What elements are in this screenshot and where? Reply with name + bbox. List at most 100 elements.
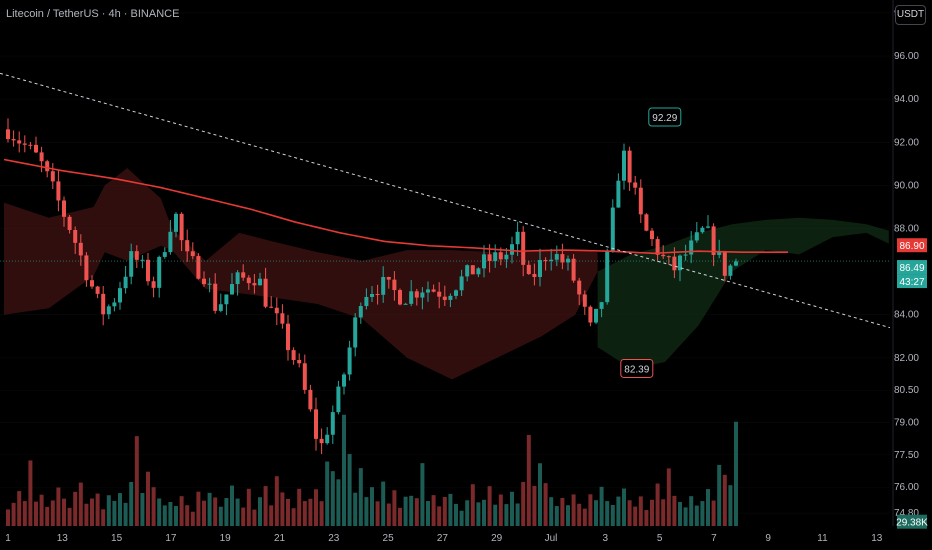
- candle-body[interactable]: [224, 294, 229, 305]
- trendline[interactable]: [0, 72, 891, 329]
- candle-body[interactable]: [168, 231, 173, 253]
- candle-body[interactable]: [22, 143, 27, 145]
- candle-body[interactable]: [594, 308, 598, 323]
- candle-body[interactable]: [454, 290, 458, 296]
- candle-body[interactable]: [672, 256, 677, 271]
- candle-body[interactable]: [644, 214, 649, 231]
- candle-body[interactable]: [291, 350, 296, 360]
- candle-body[interactable]: [666, 256, 671, 258]
- candle-body[interactable]: [297, 359, 302, 364]
- candle-body[interactable]: [34, 144, 38, 153]
- candle-body[interactable]: [392, 279, 397, 291]
- candle-body[interactable]: [554, 254, 559, 260]
- candle-body[interactable]: [414, 291, 419, 298]
- candle-body[interactable]: [73, 229, 78, 243]
- candle-body[interactable]: [336, 386, 341, 413]
- candle-body[interactable]: [403, 303, 408, 305]
- candle-body[interactable]: [493, 252, 498, 262]
- candle-body[interactable]: [521, 231, 526, 265]
- candle-body[interactable]: [409, 291, 414, 304]
- candle-body[interactable]: [118, 288, 122, 303]
- candle-body[interactable]: [78, 242, 83, 256]
- candle-body[interactable]: [325, 434, 330, 444]
- candle-body[interactable]: [470, 265, 475, 275]
- candle-body[interactable]: [689, 240, 694, 255]
- candle-body[interactable]: [342, 374, 346, 387]
- candle-body[interactable]: [95, 286, 100, 294]
- candle-body[interactable]: [190, 251, 195, 257]
- candle-body[interactable]: [459, 276, 464, 291]
- candle-body[interactable]: [543, 260, 548, 262]
- candle-body[interactable]: [146, 259, 150, 282]
- candle-body[interactable]: [678, 255, 682, 271]
- candle-body[interactable]: [358, 306, 363, 318]
- candle-body[interactable]: [420, 292, 425, 298]
- candle-body[interactable]: [683, 254, 688, 256]
- candle-body[interactable]: [599, 302, 604, 309]
- time-axis[interactable]: 1 13 15 17 19 21 23 25 27 29 Jul 3 5 7 9 11 13: [5, 533, 883, 544]
- candle-body[interactable]: [722, 251, 727, 276]
- candle-body[interactable]: [218, 304, 223, 311]
- candle-body[interactable]: [465, 265, 470, 277]
- candle-body[interactable]: [151, 281, 156, 288]
- candle-body[interactable]: [650, 230, 654, 240]
- candle-body[interactable]: [706, 226, 710, 228]
- candle-body[interactable]: [308, 389, 313, 410]
- candle-body[interactable]: [241, 272, 246, 278]
- candle-body[interactable]: [448, 295, 453, 300]
- candle-body[interactable]: [353, 317, 358, 348]
- candle-body[interactable]: [196, 256, 201, 279]
- candle-body[interactable]: [286, 323, 290, 351]
- candle-body[interactable]: [6, 129, 10, 140]
- candle-body[interactable]: [487, 254, 492, 262]
- candle-body[interactable]: [610, 207, 615, 251]
- candle-body[interactable]: [437, 291, 442, 297]
- candle-body[interactable]: [498, 252, 503, 260]
- candle-body[interactable]: [622, 150, 626, 181]
- candle-body[interactable]: [370, 293, 374, 297]
- candle-body[interactable]: [526, 264, 531, 275]
- candle-body[interactable]: [39, 152, 44, 162]
- candle-body[interactable]: [112, 302, 117, 307]
- candle-body[interactable]: [28, 144, 33, 146]
- candle-body[interactable]: [314, 409, 318, 439]
- candle-body[interactable]: [280, 313, 285, 324]
- candle-body[interactable]: [700, 227, 705, 233]
- candle-body[interactable]: [538, 260, 542, 277]
- candle-body[interactable]: [185, 240, 190, 252]
- candle-body[interactable]: [588, 306, 593, 323]
- candle-body[interactable]: [56, 181, 61, 201]
- candle-body[interactable]: [431, 289, 436, 292]
- candle-body[interactable]: [179, 213, 184, 241]
- candle-body[interactable]: [213, 283, 218, 311]
- candle-body[interactable]: [582, 294, 587, 307]
- candle-body[interactable]: [515, 231, 520, 245]
- candle-body[interactable]: [728, 265, 733, 276]
- candle-body[interactable]: [319, 438, 324, 444]
- candle-body[interactable]: [50, 171, 55, 182]
- currency-button[interactable]: USDT: [895, 5, 926, 25]
- candle-body[interactable]: [129, 251, 134, 277]
- candle-body[interactable]: [426, 289, 430, 293]
- candle-body[interactable]: [510, 244, 514, 255]
- candle-body[interactable]: [302, 363, 307, 390]
- candle-body[interactable]: [347, 347, 352, 375]
- candle-body[interactable]: [157, 256, 162, 288]
- candle-body[interactable]: [734, 261, 738, 266]
- candle-body[interactable]: [375, 293, 380, 295]
- candle-body[interactable]: [532, 274, 537, 277]
- candle-body[interactable]: [364, 296, 369, 307]
- candle-body[interactable]: [504, 254, 509, 260]
- candle-body[interactable]: [711, 226, 716, 255]
- candle-body[interactable]: [202, 278, 206, 285]
- candle-body[interactable]: [174, 213, 178, 232]
- candle-body[interactable]: [269, 306, 274, 308]
- candle-body[interactable]: [62, 200, 66, 217]
- candle-body[interactable]: [106, 306, 111, 315]
- candle-body[interactable]: [381, 276, 386, 295]
- candle-body[interactable]: [263, 278, 268, 307]
- candle-body[interactable]: [207, 283, 212, 285]
- candle-body[interactable]: [246, 277, 251, 284]
- candle-body[interactable]: [162, 252, 167, 257]
- candle-body[interactable]: [661, 254, 666, 257]
